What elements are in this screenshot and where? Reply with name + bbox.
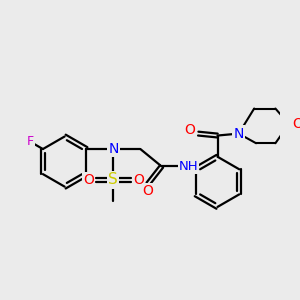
Text: O: O xyxy=(83,173,94,187)
Text: O: O xyxy=(133,173,144,187)
Text: O: O xyxy=(184,123,195,137)
Text: N: N xyxy=(234,127,244,141)
Text: O: O xyxy=(142,184,154,199)
Text: F: F xyxy=(27,135,34,148)
Text: S: S xyxy=(109,172,118,188)
Text: NH: NH xyxy=(179,160,198,173)
Text: N: N xyxy=(108,142,118,156)
Text: O: O xyxy=(292,117,300,131)
